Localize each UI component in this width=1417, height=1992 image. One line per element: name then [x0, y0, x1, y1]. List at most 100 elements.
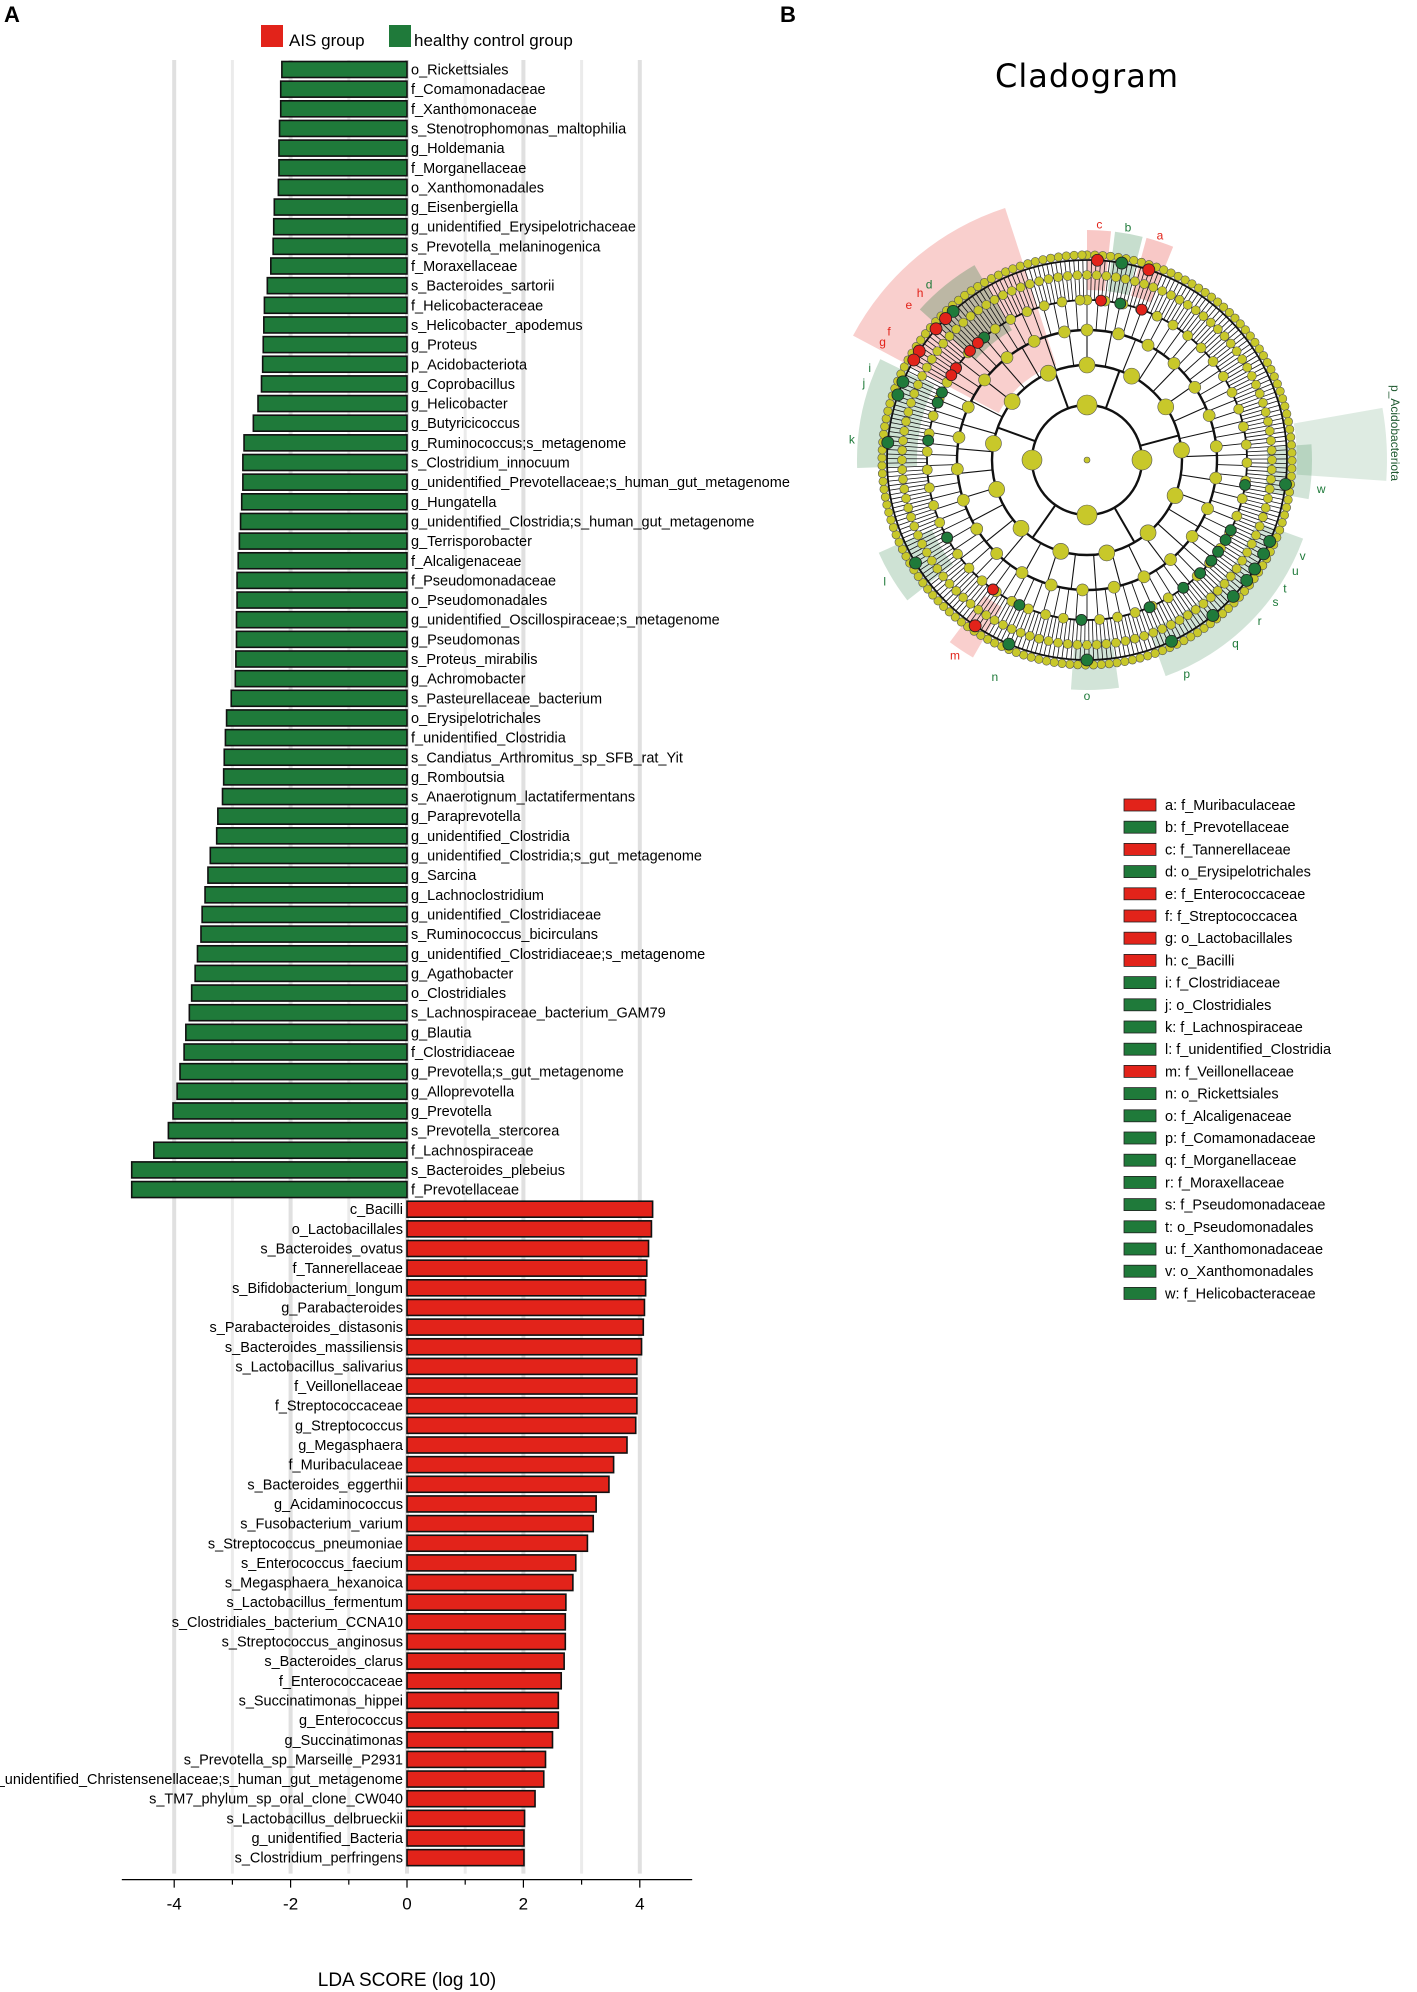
branch-outer	[1101, 260, 1106, 301]
branch-mid	[948, 379, 975, 396]
node-phylum	[1076, 394, 1098, 416]
bar-label-hc-21: g_unidentified_Prevotellaceae;s_human_gu…	[411, 475, 790, 491]
biomarker-node-j	[891, 388, 905, 402]
branch-mid	[1147, 574, 1163, 602]
node-family	[1231, 510, 1243, 522]
bars-layer	[130, 60, 654, 1867]
node-species	[933, 596, 943, 606]
bar-label-hc-16: g_Coprobacillus	[411, 377, 515, 393]
biomarker-node-inner-e	[964, 344, 976, 357]
bar-hc-7	[273, 198, 408, 216]
key-label-18: s: f_Pseudomonadaceae	[1165, 1198, 1325, 1214]
branch-outer	[898, 391, 937, 406]
bar-ais-29	[406, 1770, 545, 1788]
branch-outer	[1202, 570, 1232, 599]
bar-label-ais-27: g_Succinatimonas	[285, 1733, 404, 1749]
branch-outer	[1124, 615, 1135, 655]
node-species	[920, 329, 930, 339]
key-label-6: g: o_Lactobacillales	[1165, 931, 1292, 947]
bar-label-ais-3: f_Tannerellaceae	[293, 1261, 403, 1277]
node-species	[1104, 659, 1114, 669]
branch-outer	[1211, 559, 1244, 586]
branch-outer	[888, 435, 929, 442]
node-species	[1026, 652, 1036, 662]
bar-ais-32	[406, 1829, 525, 1847]
node-genus	[906, 398, 916, 408]
clade-letter-b: b	[1125, 221, 1132, 235]
node-order	[1209, 440, 1223, 453]
branch-outer	[906, 528, 943, 547]
bar-hc-6	[277, 178, 408, 197]
branch-outer	[942, 570, 972, 599]
biomarker-node-n	[1002, 637, 1016, 651]
node-family	[921, 464, 933, 476]
bar-ais-17	[406, 1534, 589, 1553]
bar-label-hc-38: g_Paraprevotella	[411, 809, 522, 825]
node-genus	[1190, 604, 1201, 615]
node-species	[1230, 313, 1240, 323]
bar-hc-22	[240, 492, 408, 511]
branch-mid	[1122, 584, 1132, 614]
bar-ais-11	[406, 1416, 637, 1435]
branch-outer	[1003, 277, 1021, 315]
node-species	[1065, 659, 1075, 669]
node-order	[990, 547, 1003, 560]
node-species	[944, 607, 954, 617]
branch-outer	[929, 336, 962, 362]
branch-outer	[1079, 619, 1082, 660]
node-species	[939, 601, 949, 611]
branch-outer	[1190, 307, 1217, 339]
node-species	[1287, 456, 1297, 466]
biomarker-node-h	[939, 312, 952, 325]
branch-outer	[897, 395, 936, 410]
node-species	[1023, 259, 1033, 269]
biomarker-node-inner-g	[945, 369, 958, 382]
branch-outer	[1106, 618, 1113, 659]
node-genus	[944, 578, 955, 589]
branch-outer	[1230, 371, 1267, 390]
node-species	[1219, 302, 1229, 312]
branch-outer	[984, 597, 1006, 633]
clade-letter-v: v	[1300, 549, 1306, 563]
branch-outer	[1244, 422, 1284, 431]
node-species	[986, 274, 996, 284]
branch-outer	[941, 322, 971, 351]
bar-hc-5	[278, 158, 408, 177]
biomarker-node-b	[1115, 256, 1129, 270]
key-swatch-16	[1123, 1153, 1157, 1167]
branch-outer	[1172, 291, 1195, 326]
branch-outer	[1164, 599, 1185, 635]
clade-letter-l: l	[883, 575, 886, 589]
branch-mid	[1031, 309, 1043, 338]
key-swatch-20	[1123, 1242, 1157, 1256]
branch-outer	[888, 480, 929, 487]
key-label-1: b: f_Prevotellaceae	[1165, 820, 1289, 836]
node-order	[970, 522, 984, 536]
node-genus	[1213, 586, 1223, 596]
bar-hc-41	[207, 866, 408, 884]
bar-label-ais-6: s_Parabacteroides_distasonis	[210, 1320, 403, 1336]
branch-outer	[889, 483, 929, 491]
bar-hc-56	[130, 1161, 408, 1179]
branch-outer	[1041, 264, 1052, 305]
branch-outer	[1167, 597, 1189, 633]
node-genus	[1247, 539, 1257, 549]
bar-hc-19	[243, 434, 408, 452]
branch-outer	[890, 490, 931, 500]
branch-outer	[1216, 553, 1249, 579]
bar-label-hc-56: s_Bacteroides_plebeius	[411, 1163, 565, 1179]
node-species	[1106, 251, 1116, 261]
bar-hc-1	[279, 80, 408, 98]
bar-hc-33	[225, 709, 408, 727]
node-genus	[981, 300, 992, 310]
node-family	[976, 575, 988, 587]
node-species	[1173, 271, 1183, 281]
branch-outer	[1217, 343, 1251, 368]
branch-inner	[1001, 361, 1026, 389]
bar-hc-52	[176, 1082, 408, 1101]
node-species	[1180, 275, 1190, 285]
branch-outer	[1233, 379, 1271, 397]
node-genus	[989, 615, 1000, 626]
node-species	[1287, 448, 1297, 458]
branch-outer	[1050, 263, 1059, 303]
